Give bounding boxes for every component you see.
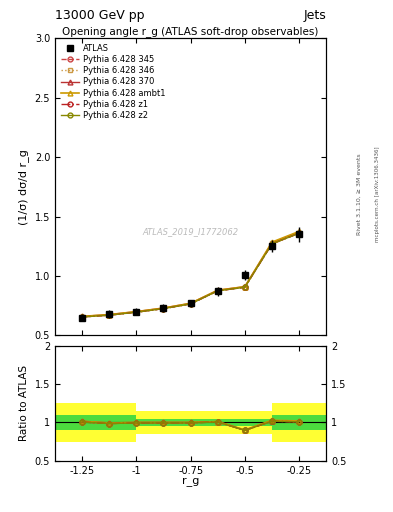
Pythia 6.428 345 — [242, 284, 247, 290]
Pythia 6.428 z2 — [242, 284, 247, 290]
Pythia 6.428 z2 — [161, 306, 166, 312]
Line: Pythia 6.428 z2: Pythia 6.428 z2 — [80, 231, 301, 319]
Text: 13000 GeV pp: 13000 GeV pp — [55, 9, 145, 22]
Pythia 6.428 z2 — [270, 241, 274, 247]
Pythia 6.428 z1 — [242, 284, 247, 290]
Pythia 6.428 z1 — [161, 306, 166, 312]
X-axis label: r_g: r_g — [182, 477, 199, 487]
Text: ATLAS_2019_I1772062: ATLAS_2019_I1772062 — [143, 227, 239, 236]
Pythia 6.428 ambt1 — [80, 313, 84, 319]
Line: Pythia 6.428 345: Pythia 6.428 345 — [80, 231, 301, 319]
Pythia 6.428 z1 — [134, 309, 139, 315]
Pythia 6.428 346 — [270, 240, 274, 246]
Pythia 6.428 ambt1 — [188, 300, 193, 306]
Pythia 6.428 345 — [270, 241, 274, 247]
Pythia 6.428 345 — [134, 309, 139, 315]
Pythia 6.428 345 — [80, 314, 84, 320]
Pythia 6.428 z2 — [188, 301, 193, 307]
Pythia 6.428 346 — [215, 288, 220, 294]
Pythia 6.428 370 — [270, 240, 274, 246]
Pythia 6.428 z1 — [270, 241, 274, 247]
Pythia 6.428 ambt1 — [161, 305, 166, 311]
Pythia 6.428 346 — [242, 284, 247, 290]
Pythia 6.428 z2 — [80, 314, 84, 320]
Line: Pythia 6.428 346: Pythia 6.428 346 — [80, 230, 301, 319]
Pythia 6.428 345 — [107, 312, 112, 318]
Pythia 6.428 370 — [80, 313, 84, 319]
Text: Jets: Jets — [303, 9, 326, 22]
Pythia 6.428 370 — [107, 311, 112, 317]
Pythia 6.428 z2 — [134, 309, 139, 315]
Text: mcplots.cern.ch [arXiv:1306.3436]: mcplots.cern.ch [arXiv:1306.3436] — [375, 147, 380, 242]
Pythia 6.428 ambt1 — [297, 228, 301, 234]
Pythia 6.428 370 — [215, 287, 220, 293]
Pythia 6.428 370 — [161, 305, 166, 311]
Pythia 6.428 ambt1 — [270, 239, 274, 245]
Pythia 6.428 346 — [161, 306, 166, 312]
Pythia 6.428 345 — [188, 301, 193, 307]
Pythia 6.428 z1 — [107, 312, 112, 318]
Pythia 6.428 370 — [188, 300, 193, 306]
Line: Pythia 6.428 370: Pythia 6.428 370 — [80, 229, 301, 319]
Line: Pythia 6.428 ambt1: Pythia 6.428 ambt1 — [80, 229, 301, 319]
Pythia 6.428 346 — [80, 314, 84, 320]
Pythia 6.428 345 — [215, 288, 220, 294]
Y-axis label: Ratio to ATLAS: Ratio to ATLAS — [19, 365, 29, 441]
Pythia 6.428 345 — [297, 230, 301, 236]
Pythia 6.428 z1 — [188, 301, 193, 307]
Pythia 6.428 345 — [161, 306, 166, 312]
Title: Opening angle r_g (ATLAS soft-drop observables): Opening angle r_g (ATLAS soft-drop obser… — [62, 26, 319, 37]
Pythia 6.428 ambt1 — [107, 311, 112, 317]
Pythia 6.428 ambt1 — [242, 284, 247, 290]
Pythia 6.428 370 — [297, 229, 301, 235]
Legend: ATLAS, Pythia 6.428 345, Pythia 6.428 346, Pythia 6.428 370, Pythia 6.428 ambt1,: ATLAS, Pythia 6.428 345, Pythia 6.428 34… — [59, 42, 167, 121]
Y-axis label: (1/σ) dσ/d r_g: (1/σ) dσ/d r_g — [18, 149, 29, 225]
Pythia 6.428 370 — [134, 309, 139, 315]
Pythia 6.428 z2 — [107, 312, 112, 318]
Text: Rivet 3.1.10, ≥ 3M events: Rivet 3.1.10, ≥ 3M events — [357, 154, 362, 236]
Pythia 6.428 z2 — [297, 230, 301, 236]
Pythia 6.428 ambt1 — [134, 309, 139, 315]
Pythia 6.428 370 — [242, 284, 247, 290]
Pythia 6.428 346 — [188, 301, 193, 307]
Line: Pythia 6.428 z1: Pythia 6.428 z1 — [80, 231, 301, 319]
Pythia 6.428 346 — [297, 229, 301, 236]
Pythia 6.428 z1 — [297, 230, 301, 236]
Pythia 6.428 346 — [107, 312, 112, 318]
Pythia 6.428 346 — [134, 309, 139, 315]
Pythia 6.428 z1 — [80, 314, 84, 320]
Pythia 6.428 z1 — [215, 288, 220, 294]
Pythia 6.428 ambt1 — [215, 287, 220, 293]
Pythia 6.428 z2 — [215, 288, 220, 294]
